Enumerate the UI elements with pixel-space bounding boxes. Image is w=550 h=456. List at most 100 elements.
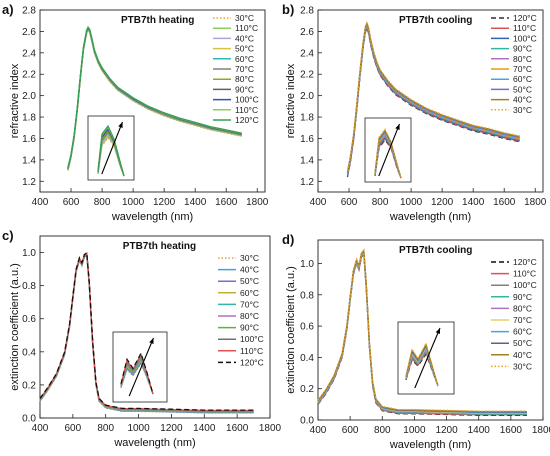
panel-b: b) PTB7th cooling 400 600 800 1000 1200 1400 160… <box>282 2 547 223</box>
panel-d: d) PTB7th cooling 400 600 800 1000 1200 1400 160… <box>282 232 550 451</box>
y-tick-label: 0.0 <box>300 416 314 427</box>
x-tick-label: 600 <box>65 423 82 434</box>
chart-title: PTB7th heating <box>123 241 196 252</box>
axis-frame <box>317 9 544 193</box>
chart-title: PTB7th heating <box>121 15 194 26</box>
legend-label: 40°C <box>513 350 532 360</box>
legend-label: 50°C <box>513 338 532 348</box>
legend-label: 90°C <box>235 84 254 94</box>
y-tick-label: 1.4 <box>22 155 36 166</box>
legend-label: 120°C <box>513 257 537 267</box>
x-tick-label: 600 <box>341 197 358 208</box>
series-line-9 <box>39 251 254 411</box>
panel-label: d) <box>282 232 294 247</box>
y-tick-label: 2.2 <box>22 70 36 81</box>
y-axis-label: extinction coefficient (a.u.) <box>9 263 21 391</box>
legend-label: 30°C <box>240 253 259 263</box>
legend-label: 90°C <box>240 323 259 333</box>
x-axis-label: wavelength (nm) <box>113 437 195 449</box>
x-tick-label: 1400 <box>462 197 485 208</box>
inset-series-9 <box>405 341 439 387</box>
x-tick-label: 1200 <box>431 197 454 208</box>
legend-label: 100°C <box>235 95 259 105</box>
legend: 120°C110°C100°C90°C80°C70°C60°C50°C40°C3… <box>491 13 537 115</box>
legend-label: 100°C <box>513 33 537 43</box>
y-tick-label: 1.0 <box>22 248 36 259</box>
axis-frame <box>39 9 266 193</box>
x-tick-label: 1600 <box>500 425 523 436</box>
x-tick-label: 1400 <box>193 423 216 434</box>
x-tick-label: 1800 <box>246 197 269 208</box>
inset-arrow-shaft <box>414 327 441 389</box>
inset-arrowhead <box>118 122 123 128</box>
legend-label: 80°C <box>235 74 254 84</box>
y-tick-label: 2.0 <box>300 91 314 102</box>
y-tick-label: 0.4 <box>300 353 314 364</box>
legend-label: 70°C <box>513 64 532 74</box>
inset <box>112 331 168 403</box>
y-axis-label: refractive index <box>9 63 21 138</box>
y-tick-label: 2.2 <box>300 70 314 81</box>
x-tick-label: 1800 <box>524 197 547 208</box>
x-tick-label: 1000 <box>127 423 150 434</box>
y-tick-label: 0.6 <box>300 322 314 333</box>
x-tick-label: 1200 <box>160 423 183 434</box>
y-tick-label: 2.4 <box>22 48 36 59</box>
panel-label: c) <box>2 228 14 243</box>
panel-label: b) <box>282 2 294 17</box>
y-tick-label: 0.2 <box>300 384 314 395</box>
inset-series-10 <box>97 124 125 177</box>
legend-label: 60°C <box>235 54 254 64</box>
series-line-10 <box>67 25 242 168</box>
inset-series-9 <box>120 351 154 395</box>
legend-label: 30°C <box>513 361 532 371</box>
legend-label: 80°C <box>240 311 259 321</box>
inset-arrow-shaft <box>101 121 124 175</box>
y-tick-label: 0.4 <box>22 347 36 358</box>
x-tick-label: 800 <box>97 423 114 434</box>
y-tick-label: 0.2 <box>22 380 36 391</box>
legend-label: 50°C <box>240 276 259 286</box>
x-axis-label: wavelength (nm) <box>389 439 471 451</box>
y-tick-label: 1.8 <box>300 113 314 124</box>
x-tick-label: 600 <box>342 425 359 436</box>
y-tick-label: 2.8 <box>22 6 36 17</box>
chart-title: PTB7th cooling <box>399 245 472 256</box>
x-tick-label: 1600 <box>215 197 238 208</box>
legend-label: 70°C <box>235 64 254 74</box>
inset <box>397 321 455 395</box>
y-tick-label: 2.8 <box>300 6 314 17</box>
legend-label: 110°C <box>235 105 258 115</box>
y-tick-label: 1.8 <box>22 113 36 124</box>
y-tick-label: 2.0 <box>22 91 36 102</box>
legend-label: 50°C <box>513 84 532 94</box>
x-tick-label: 1000 <box>403 425 426 436</box>
legend-label: 60°C <box>513 74 532 84</box>
legend-label: 120°C <box>240 357 264 367</box>
inset-frame <box>87 115 135 181</box>
x-tick-label: 1200 <box>153 197 176 208</box>
x-tick-label: 400 <box>32 423 49 434</box>
x-tick-label: 1600 <box>493 197 516 208</box>
y-tick-label: 0.8 <box>22 281 36 292</box>
y-tick-label: 2.6 <box>22 27 36 38</box>
y-tick-label: 1.4 <box>300 155 314 166</box>
legend-label: 110°C <box>513 23 536 33</box>
inset-series-9 <box>374 128 402 179</box>
panel-label: a) <box>2 2 14 17</box>
panel-a: a) PTB7th heating 400 600 800 1000 1200 1400 160… <box>2 2 269 223</box>
y-axis-label: extinction coefficient (a.u.) <box>285 266 297 394</box>
inset-arrowhead <box>435 328 441 334</box>
x-tick-label: 400 <box>310 197 327 208</box>
x-tick-label: 800 <box>374 425 391 436</box>
y-tick-label: 1.6 <box>22 134 36 145</box>
legend-label: 80°C <box>513 54 532 64</box>
legend-label: 40°C <box>240 265 259 275</box>
legend-label: 50°C <box>235 44 254 54</box>
axis-frame <box>39 235 271 419</box>
x-tick-label: 1800 <box>259 423 282 434</box>
x-axis-label: wavelength (nm) <box>389 211 471 223</box>
legend-label: 60°C <box>240 288 259 298</box>
x-tick-label: 1400 <box>184 197 207 208</box>
x-tick-label: 400 <box>310 425 327 436</box>
